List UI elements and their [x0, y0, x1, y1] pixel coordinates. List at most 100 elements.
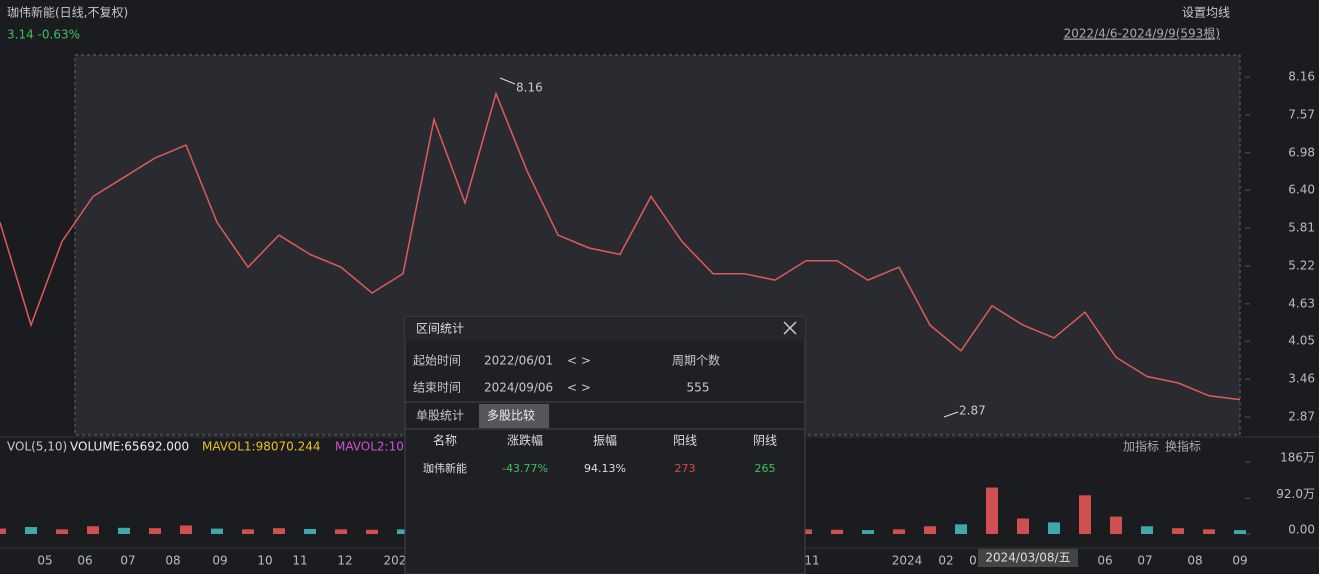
volume-bar [1203, 529, 1215, 534]
volume-bar [1048, 522, 1060, 534]
high-label: 8.16 [516, 81, 543, 95]
cursor-date: 2024/03/08/五 [985, 551, 1070, 565]
x-tick-label: 02 [938, 554, 953, 568]
switch-indicator[interactable]: 换指标 [1165, 439, 1201, 454]
table-header: 振幅 [593, 433, 617, 448]
table-cell: -43.77% [502, 462, 548, 475]
volume-bar [955, 524, 967, 534]
y-tick-label: 92.0万 [1276, 487, 1315, 501]
x-tick-label: 05 [37, 554, 52, 568]
count: 555 [687, 381, 710, 395]
settings[interactable]: 设置均线 [1182, 6, 1230, 20]
volume-bar [304, 528, 316, 534]
volume-bar [1079, 495, 1091, 534]
volume-bar [242, 529, 254, 534]
x-tick-label: 202 [384, 554, 407, 568]
start-label: 起始时间 [413, 354, 461, 368]
dialog-titlebar [405, 317, 805, 341]
table-cell: 94.13% [584, 462, 626, 475]
x-tick-label: 06 [77, 554, 92, 568]
volume-bar [893, 529, 905, 534]
x-tick-label: 0 [969, 554, 977, 568]
x-tick-label: 07 [1137, 554, 1152, 568]
title: 珈伟新能(日线,不复权) [7, 5, 128, 20]
y-tick-label: 4.63 [1288, 296, 1315, 310]
volume-bar [831, 529, 843, 534]
close-button[interactable] [783, 321, 797, 335]
tab[interactable]: 多股比较 [487, 408, 535, 423]
volume-bar [1234, 530, 1246, 534]
x-tick-label: 08 [165, 554, 180, 568]
y-tick-label: 4.05 [1288, 334, 1315, 348]
volume-bar [56, 529, 68, 534]
high-arrow [499, 77, 516, 85]
end-date[interactable]: 2024/09/06 [484, 381, 553, 395]
table-cell: 珈伟新能 [423, 461, 467, 475]
y-tick-label: 5.22 [1288, 258, 1315, 272]
count-label: 周期个数 [672, 353, 720, 368]
x-tick-label: 07 [120, 554, 135, 568]
y-tick-label: 6.40 [1288, 183, 1315, 197]
table-header: 名称 [433, 433, 457, 448]
low-arrow [943, 411, 959, 418]
end-label: 结束时间 [413, 381, 461, 395]
y-tick-label: 2.87 [1288, 410, 1315, 424]
y-tick-label: 8.16 [1288, 70, 1315, 84]
volume-bar [273, 528, 285, 534]
mavol2: MAVOL2:105 [335, 440, 412, 454]
volume-bar [1110, 516, 1122, 534]
tab-active [479, 404, 549, 428]
low-label: 2.87 [959, 404, 986, 418]
volume-bar [118, 527, 130, 534]
volume-bar [366, 529, 378, 534]
add-indicator[interactable]: 加指标 [1123, 439, 1159, 454]
dialog: 区间统计 起始时间 2022/06/01 < > 周期个数 结束时间 2024/… [404, 316, 806, 574]
table-header: 涨跌幅 [507, 433, 543, 448]
x-tick-label: 11 [804, 554, 819, 568]
dialog-title: 区间统计 [416, 322, 464, 336]
start-nav[interactable]: < > [567, 354, 591, 368]
cursor-date-box [978, 549, 1078, 567]
x-tick-label: 09 [1232, 554, 1247, 568]
quote[interactable]: 3.14 -0.63% [7, 28, 80, 42]
price-line [0, 91, 1241, 401]
vol-label: VOL(5,10) [7, 440, 67, 454]
x-tick-label: 10 [257, 554, 272, 568]
vol-value: VOLUME:65692.000 [70, 440, 189, 454]
volume-bar [397, 529, 409, 534]
x-tick-label: 06 [1097, 554, 1112, 568]
volume-bar [1172, 528, 1184, 534]
volume-bar [149, 528, 161, 534]
x-tick-label: 2024 [892, 554, 923, 568]
table-header: 阴线 [753, 434, 777, 448]
volume-bar [1141, 526, 1153, 534]
dialog-box [404, 316, 806, 574]
volume-bar [800, 529, 812, 534]
volume-bar [924, 526, 936, 534]
volume-bar [1017, 518, 1029, 534]
y-tick-label: 0.00 [1288, 523, 1315, 537]
start-date[interactable]: 2022/06/01 [484, 354, 553, 368]
volume-bar [335, 529, 347, 534]
y-tick-label: 3.46 [1288, 372, 1315, 386]
volume-bar [87, 526, 99, 534]
tab[interactable]: 单股统计 [416, 409, 464, 423]
mavol1: MAVOL1:98070.244 [202, 440, 321, 454]
y-tick-label: 7.57 [1288, 107, 1315, 121]
range[interactable]: 2022/4/6-2024/9/9(593根) [1064, 27, 1220, 41]
end-nav[interactable]: < > [567, 381, 591, 395]
y-tick-label: 6.98 [1288, 145, 1315, 159]
volume-bar [211, 528, 223, 534]
volume-bar [180, 525, 192, 534]
y-tick-label: 5.81 [1288, 221, 1315, 235]
table-header: 阳线 [673, 434, 697, 448]
volume-bar [862, 530, 874, 534]
volume-bar [0, 528, 6, 534]
volume-bar [25, 527, 37, 534]
table-cell: 273 [675, 462, 696, 475]
x-tick-label: 08 [1187, 554, 1202, 568]
x-tick-label: 11 [292, 554, 307, 568]
x-tick-label: 12 [337, 554, 352, 568]
table-cell: 265 [755, 462, 776, 475]
